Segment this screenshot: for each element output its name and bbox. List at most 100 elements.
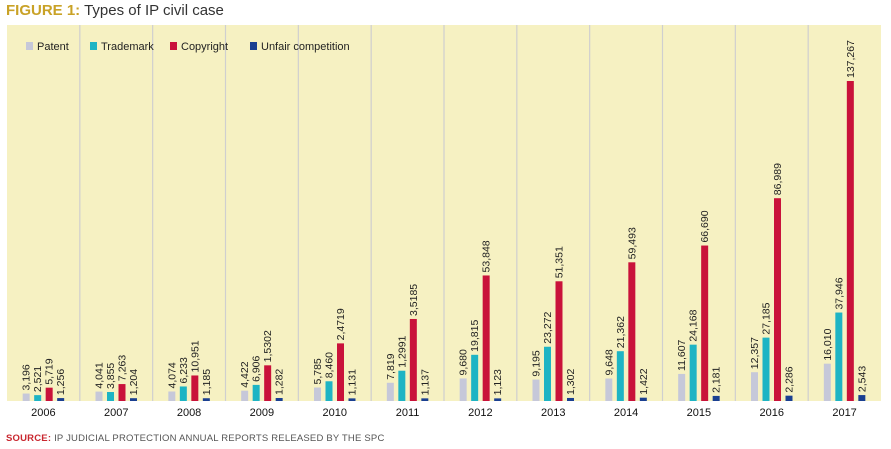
bar-unfair-competition-2012 xyxy=(494,398,502,401)
legend-label: Unfair competition xyxy=(261,41,350,53)
value-label: 1,5302 xyxy=(262,330,274,362)
figure-label: FIGURE 1: xyxy=(6,2,81,19)
bar-trademark-2008 xyxy=(179,386,187,401)
bar-unfair-competition-2009 xyxy=(275,398,283,401)
bar-copyright-2016 xyxy=(774,198,781,401)
bar-copyright-2014 xyxy=(628,262,636,401)
x-tick-label: 2007 xyxy=(104,407,128,419)
value-label: 8,460 xyxy=(324,352,336,378)
value-label: 9,648 xyxy=(603,349,615,375)
bar-unfair-competition-2013 xyxy=(567,397,574,401)
legend-swatch xyxy=(90,42,97,50)
value-label: 3,5185 xyxy=(408,284,420,316)
bar-copyright-2013 xyxy=(555,281,563,401)
bar-patent-2011 xyxy=(386,382,394,401)
bar-trademark-2014 xyxy=(616,351,624,401)
source-label: SOURCE: xyxy=(6,433,52,444)
bar-trademark-2010 xyxy=(325,381,333,401)
bar-patent-2015 xyxy=(678,373,686,401)
bar-copyright-2009 xyxy=(264,365,272,401)
legend: Patent Trademark Copyright Unfair competiti… xyxy=(26,41,350,53)
bar-patent-2007 xyxy=(95,391,103,401)
legend-swatch xyxy=(26,42,33,50)
value-label: 27,185 xyxy=(761,302,773,334)
x-tick-label: 2012 xyxy=(468,407,492,419)
x-tick-label: 2006 xyxy=(31,407,55,419)
value-label: 19,815 xyxy=(469,320,481,352)
value-label: 2,4719 xyxy=(335,308,347,340)
year-dividers xyxy=(79,25,809,401)
value-label: 23,272 xyxy=(542,311,554,343)
bar-trademark-2013 xyxy=(544,346,551,401)
source-note: SOURCE: IP JUDICIAL PROTECTION ANNUAL RE… xyxy=(6,433,385,444)
x-tick-label: 2015 xyxy=(687,407,711,419)
bar-copyright-2012 xyxy=(482,275,490,401)
x-tick-label: 2008 xyxy=(177,407,201,419)
x-tick-label: 2011 xyxy=(396,407,420,419)
value-label: 11,607 xyxy=(676,339,688,370)
bar-patent-2006 xyxy=(22,393,30,401)
bar-patent-2014 xyxy=(605,378,613,401)
x-tick-label: 2013 xyxy=(541,407,565,419)
bar-patent-2009 xyxy=(241,390,249,401)
value-label: 1,131 xyxy=(347,369,359,395)
value-label: 1,204 xyxy=(128,369,140,395)
value-label: 1,282 xyxy=(274,369,286,395)
value-label: 12,357 xyxy=(749,337,761,369)
value-label: 16,010 xyxy=(822,328,834,360)
value-label: 3,196 xyxy=(21,364,33,390)
bar-copyright-2006 xyxy=(45,387,53,401)
value-label: 137,267 xyxy=(845,40,857,78)
value-label: 3,855 xyxy=(105,363,117,389)
value-label: 10,951 xyxy=(189,340,201,372)
bar-unfair-competition-2010 xyxy=(348,398,356,401)
value-label: 1,137 xyxy=(419,369,431,395)
legend-label: Trademark xyxy=(101,41,154,53)
bar-trademark-2011 xyxy=(398,370,406,401)
value-label: 86,989 xyxy=(772,163,784,195)
value-label: 4,041 xyxy=(94,362,106,388)
value-label: 6,906 xyxy=(251,355,263,381)
bar-unfair-competition-2007 xyxy=(130,398,137,401)
bar-patent-2008 xyxy=(168,391,176,401)
value-label: 21,362 xyxy=(615,316,627,348)
source-text: IP JUDICIAL PROTECTION ANNUAL REPORTS RE… xyxy=(54,433,385,444)
bar-patent-2012 xyxy=(459,378,467,401)
value-label: 1,422 xyxy=(638,368,650,394)
bar-patent-2016 xyxy=(751,372,758,401)
legend-label: Copyright xyxy=(181,41,228,53)
value-label: 9,195 xyxy=(531,350,543,376)
bar-copyright-2017 xyxy=(846,81,854,401)
value-label: 66,690 xyxy=(699,210,711,242)
x-axis-labels: 2006 2007 2008 2009 2010 2011 2012 2013 2014 2015… xyxy=(31,407,857,419)
x-tick-label: 2017 xyxy=(832,407,856,419)
bar-trademark-2017 xyxy=(835,312,843,401)
value-label: 9,680 xyxy=(458,349,470,375)
value-label: 2,521 xyxy=(32,366,44,392)
x-tick-label: 2010 xyxy=(323,407,347,419)
bar-unfair-competition-2008 xyxy=(202,398,210,401)
figure-title-text: Types of IP civil case xyxy=(84,2,224,19)
bar-copyright-2010 xyxy=(337,343,344,401)
bar-trademark-2016 xyxy=(762,337,770,401)
bar-trademark-2007 xyxy=(107,392,114,401)
value-label: 59,493 xyxy=(626,227,638,259)
bar-trademark-2012 xyxy=(471,354,479,401)
bar-trademark-2009 xyxy=(252,384,260,401)
figure-title: FIGURE 1: Types of IP civil case xyxy=(6,2,224,20)
value-label: 1,123 xyxy=(492,369,504,395)
value-label: 37,946 xyxy=(833,277,845,309)
value-label: 1,185 xyxy=(201,369,213,395)
bar-copyright-2008 xyxy=(191,375,199,401)
value-label: 7,263 xyxy=(117,355,129,381)
bars xyxy=(22,81,866,401)
value-label: 6,233 xyxy=(178,357,190,383)
value-label: 5,719 xyxy=(44,358,56,384)
value-label: 53,848 xyxy=(481,240,493,272)
value-label: 7,819 xyxy=(385,353,397,379)
value-label: 4,422 xyxy=(239,361,251,387)
bar-copyright-2015 xyxy=(701,245,709,401)
value-label: 24,168 xyxy=(688,309,700,341)
bar-trademark-2006 xyxy=(34,395,42,401)
